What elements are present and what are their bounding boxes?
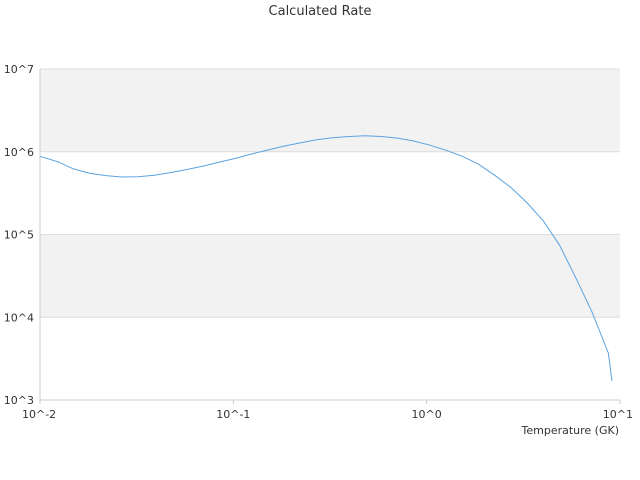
plot-band [40, 234, 620, 318]
y-tick-label: 10^3 [4, 394, 34, 407]
y-tick-label: 10^5 [4, 229, 34, 242]
y-tick-label: 10^4 [4, 311, 34, 324]
x-tick-label: 10^0 [412, 408, 442, 421]
axes [39, 69, 620, 401]
chart-title: Calculated Rate [268, 4, 372, 19]
plot-bands [40, 69, 620, 318]
y-tick-labels: 10^3 10^4 10^5 10^6 10^7 [4, 63, 34, 407]
plot-band [40, 69, 620, 152]
x-tick-label: 10^-1 [216, 408, 250, 421]
series-lines [39, 135, 613, 381]
series-line [39, 135, 613, 381]
y-tick-label: 10^7 [4, 63, 34, 76]
x-tick-labels: 10^-2 10^-1 10^0 10^1 [22, 400, 633, 421]
x-tick-label: 10^1 [603, 408, 633, 421]
x-tick-label: 10^-2 [22, 408, 56, 421]
y-tick-label: 10^6 [4, 146, 34, 159]
x-axis-label: Temperature (GK) [521, 424, 620, 437]
